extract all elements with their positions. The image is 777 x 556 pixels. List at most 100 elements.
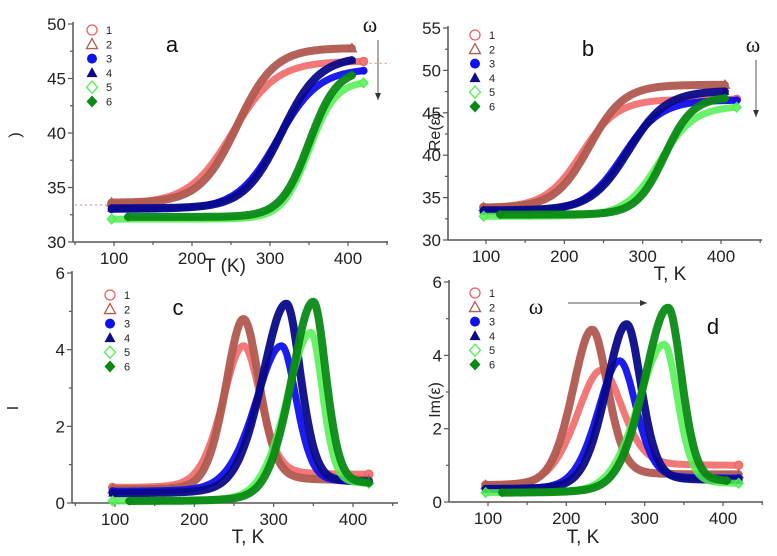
series-band	[108, 67, 368, 213]
y-tick-label: 40	[47, 124, 66, 143]
y-tick-label: 30	[422, 231, 441, 250]
legend-marker	[469, 29, 481, 41]
panel-c: 100 200 300 400 0 2 4 6 T, K Ic 1 2 3 4 5 6	[5, 264, 398, 548]
x-tick-label: 400	[707, 247, 735, 266]
data-point-marker	[123, 212, 133, 222]
data-point-marker	[107, 495, 118, 507]
x-axis-title: T, K	[232, 527, 265, 548]
legend-label: 6	[106, 97, 112, 109]
x-axis-title: T (K)	[204, 256, 246, 277]
series-band	[124, 71, 356, 221]
data-point-marker	[106, 213, 117, 225]
legend-label: 3	[106, 54, 112, 66]
series-6	[123, 70, 357, 222]
data-point-marker	[478, 210, 489, 223]
panel-label: d	[707, 314, 719, 339]
legend-label: 2	[489, 44, 495, 56]
legend-marker	[103, 302, 117, 315]
y-tick-label: 30	[47, 233, 66, 252]
data-point-marker	[347, 55, 357, 64]
legend-marker	[103, 345, 117, 360]
data-point-marker	[107, 203, 117, 212]
y-tick-label: 45	[422, 104, 441, 123]
series-band	[498, 303, 731, 497]
y-axis-title-fragment: I	[5, 406, 22, 410]
legend-marker	[104, 360, 116, 373]
x-tick-label: 400	[339, 510, 367, 529]
legend-marker	[469, 358, 481, 371]
y-tick-label: 50	[47, 15, 66, 34]
legend-marker	[468, 343, 482, 358]
legend-label: 5	[489, 87, 495, 99]
legend-marker	[469, 330, 481, 341]
legend-marker	[468, 42, 482, 55]
legend-label: 2	[106, 39, 112, 51]
x-tick-label: 300	[628, 247, 656, 266]
omega-arrow-head	[375, 93, 381, 100]
panel-label: a	[166, 32, 179, 57]
legend-marker	[104, 289, 116, 301]
series-6	[495, 93, 730, 220]
legend-label: 3	[489, 59, 495, 71]
data-point-marker	[359, 66, 368, 75]
legend-marker	[470, 316, 480, 327]
data-point-marker	[346, 42, 358, 53]
data-point-marker	[124, 496, 134, 506]
x-tick-label: 300	[259, 510, 287, 529]
x-tick-label: 200	[180, 510, 208, 529]
omega-arrow-head	[640, 300, 647, 306]
series-band	[107, 44, 356, 207]
series-6	[124, 297, 374, 506]
data-point-marker	[733, 477, 744, 490]
data-point-marker	[497, 487, 507, 498]
series-band	[496, 94, 729, 219]
x-tick-label: 400	[709, 509, 737, 528]
y-tick-label: 2	[433, 420, 442, 439]
legend-label: 4	[489, 73, 495, 85]
data-point-marker	[479, 205, 489, 214]
data-point-marker	[731, 101, 742, 114]
legend-marker	[86, 67, 98, 78]
legend-label: 1	[489, 30, 495, 42]
y-tick-label: 50	[422, 61, 441, 80]
series-band	[479, 87, 729, 215]
panel-d: 100 200 300 400 0 2 4 6 T, K Im(ε) d 1 2 3 4 5 6 ω	[427, 273, 763, 548]
legend-marker	[105, 318, 115, 329]
legend-marker	[87, 53, 97, 64]
legend-label: 3	[124, 319, 130, 331]
y-tick-label: 6	[56, 264, 65, 283]
legend-label: 2	[489, 302, 495, 314]
legend: 1 2 3 4 5 6	[85, 24, 112, 109]
legend-label: 4	[489, 331, 495, 343]
data-point-marker	[480, 486, 491, 499]
omega-arrow-head	[753, 110, 759, 117]
data-point-marker	[720, 86, 730, 95]
legend-marker	[104, 332, 116, 343]
legend-marker	[86, 24, 98, 36]
data-point-marker	[358, 77, 369, 89]
legend-label: 1	[106, 25, 112, 37]
series-band	[479, 80, 729, 212]
legend-label: 4	[106, 68, 112, 80]
x-tick-label: 200	[552, 509, 580, 528]
y-tick-label: 4	[433, 346, 442, 365]
data-point-marker	[364, 477, 374, 488]
x-axis-title: T, K	[567, 527, 600, 548]
legend-label: 4	[124, 333, 130, 345]
x-tick-label: 100	[472, 247, 500, 266]
data-point-marker	[720, 93, 730, 104]
legend-marker	[470, 58, 480, 69]
x-tick-label: 100	[474, 509, 502, 528]
series-band	[125, 297, 373, 505]
x-tick-label: 100	[100, 249, 128, 268]
data-point-marker	[358, 56, 369, 67]
y-tick-label: 35	[422, 189, 441, 208]
y-tick-label: 6	[433, 273, 442, 292]
series-6	[497, 303, 732, 498]
legend-marker	[469, 100, 481, 113]
legend-label: 6	[124, 362, 130, 374]
series-4	[107, 55, 357, 213]
y-tick-label: 2	[56, 417, 65, 436]
data-point-marker	[108, 488, 118, 497]
